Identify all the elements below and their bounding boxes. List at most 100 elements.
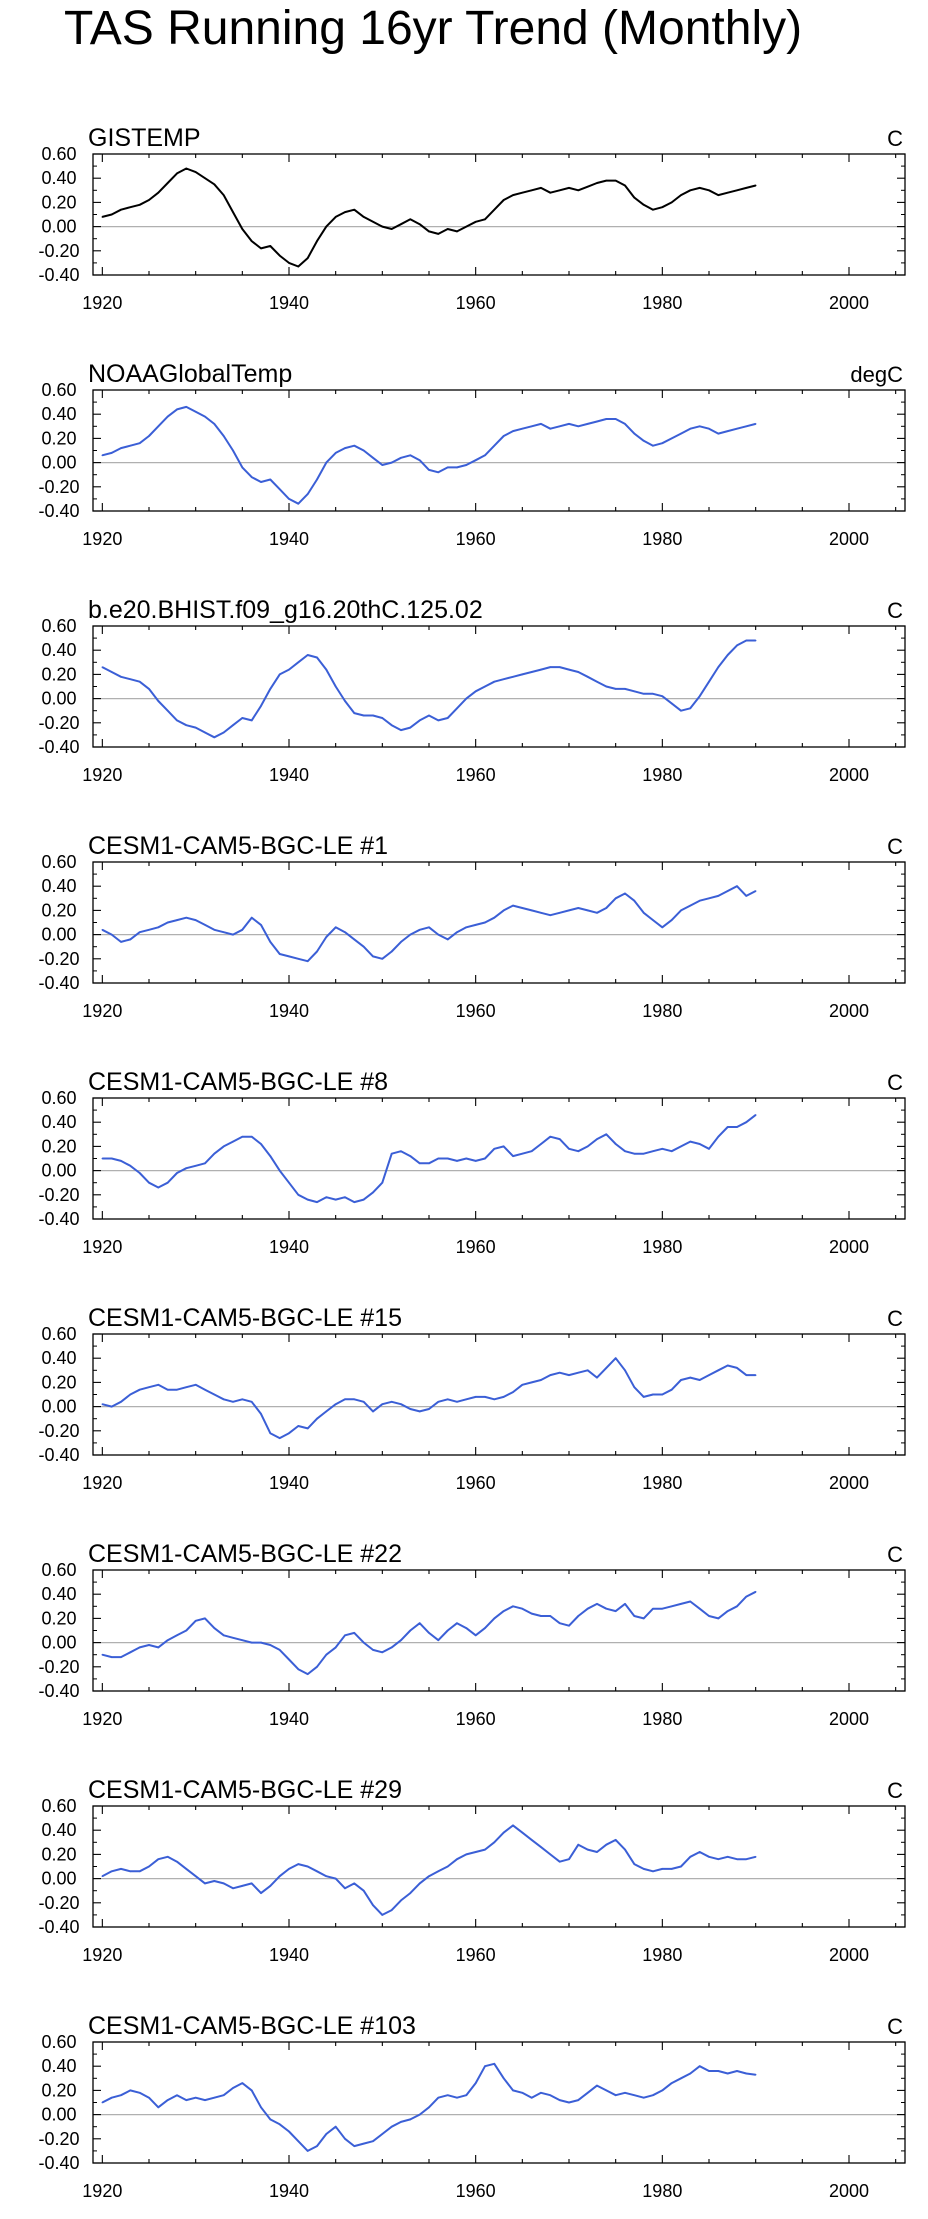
data-point (549, 191, 552, 194)
data-point (670, 1388, 673, 1391)
data-point (446, 466, 449, 469)
data-point (241, 928, 244, 931)
data-point (269, 1432, 272, 1435)
data-point (176, 919, 178, 921)
data-point (512, 676, 514, 678)
data-point (185, 1868, 188, 1870)
data-point (269, 245, 272, 247)
data-point (316, 478, 318, 481)
data-point (260, 481, 262, 483)
data-point (400, 223, 402, 225)
x-tick-label: 1960 (456, 1237, 496, 1257)
data-point (288, 668, 290, 671)
data-point (670, 1150, 673, 1153)
data-point (390, 724, 393, 727)
x-tick-label: 1980 (642, 1945, 682, 1965)
data-point (428, 926, 430, 929)
data-point (362, 216, 365, 218)
data-point (297, 1425, 300, 1427)
data-point (521, 191, 524, 194)
data-point (418, 223, 421, 225)
data-point (736, 1858, 738, 1861)
data-point (633, 1615, 636, 1617)
data-point (586, 1607, 589, 1610)
y-tick-label: -0.40 (38, 501, 79, 521)
data-point (297, 1194, 300, 1196)
data-point (568, 1624, 570, 1627)
data-point (390, 950, 393, 953)
data-point (577, 907, 580, 909)
data-point (512, 1391, 514, 1393)
data-point (185, 1629, 188, 1632)
data-point (530, 671, 533, 673)
data-point (558, 425, 561, 428)
data-point (297, 2140, 300, 2143)
data-point (596, 1851, 598, 1853)
x-tick-label: 1960 (456, 765, 496, 785)
data-point (437, 1157, 440, 1160)
data-point (306, 2150, 309, 2152)
data-point (129, 938, 132, 941)
data-point (558, 912, 561, 914)
x-tick-label: 1960 (456, 293, 496, 313)
y-tick-label: -0.40 (38, 737, 79, 757)
data-point (166, 921, 169, 924)
y-tick-label: 0.20 (41, 1372, 76, 1392)
data-point (148, 199, 150, 201)
data-point (633, 1386, 636, 1389)
data-point (577, 671, 580, 673)
data-point (334, 1646, 337, 1649)
data-point (605, 179, 608, 182)
panel-title: CESM1-CAM5-BGC-LE #29 (88, 1776, 402, 1804)
data-point (484, 454, 486, 457)
data-point (260, 1641, 262, 1644)
data-point (344, 211, 346, 213)
data-point (204, 1162, 206, 1165)
data-point (670, 919, 673, 921)
data-point (624, 1150, 626, 1153)
data-point (661, 1148, 664, 1150)
unit-label: C (887, 2014, 903, 2039)
x-tick-label: 1960 (456, 1473, 496, 1493)
data-point (577, 2099, 580, 2101)
data-point (502, 909, 505, 912)
data-point (353, 1398, 356, 1401)
data-point (512, 1824, 514, 1827)
data-point (166, 1388, 169, 1391)
data-point (698, 1607, 701, 1610)
x-tick-label: 2000 (829, 529, 869, 549)
x-tick-label: 1920 (82, 2181, 122, 2201)
data-point (381, 2133, 384, 2135)
data-point (400, 1150, 402, 1153)
data-point (260, 2106, 262, 2109)
data-point (101, 216, 104, 218)
data-point (502, 199, 505, 201)
data-point (325, 1875, 328, 1877)
data-point (129, 206, 132, 209)
data-point (568, 1148, 570, 1150)
data-point (344, 931, 346, 933)
data-point (596, 1603, 598, 1605)
data-point (222, 1398, 225, 1401)
data-point (381, 1403, 384, 1405)
y-tick-label: -0.40 (38, 1681, 79, 1701)
x-tick-label: 2000 (829, 1237, 869, 1257)
data-point (372, 1904, 374, 1907)
data-point (521, 2092, 524, 2094)
data-point (390, 461, 393, 464)
x-tick-label: 2000 (829, 1709, 869, 1729)
data-point (642, 912, 645, 914)
data-point (680, 1379, 682, 1381)
data-point (493, 916, 496, 919)
data-point (745, 895, 748, 897)
plot-frame (92, 1569, 906, 1692)
data-point (157, 926, 160, 929)
data-point (325, 2133, 328, 2135)
data-point (736, 189, 738, 192)
data-point (670, 1868, 673, 1870)
data-point (400, 941, 402, 943)
data-point (717, 1858, 720, 1861)
data-point (549, 666, 552, 668)
data-point (148, 1386, 150, 1389)
data-point (437, 2096, 440, 2099)
